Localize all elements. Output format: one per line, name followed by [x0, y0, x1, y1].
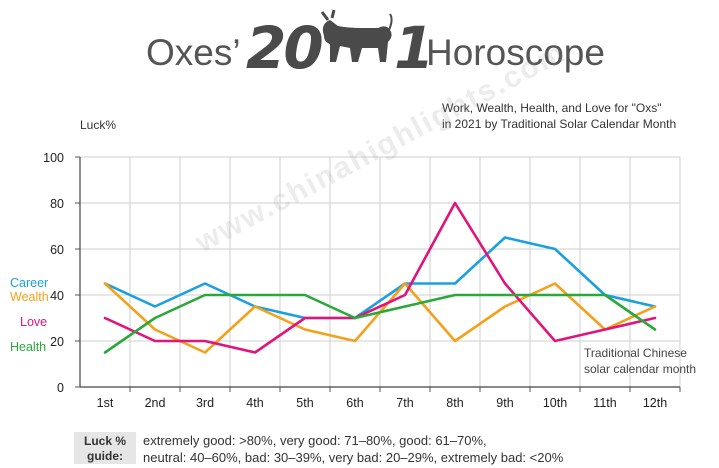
page-title: Oxes’ 20 1 Horoscope	[0, 0, 719, 90]
x-tick-label: 7th	[396, 396, 413, 410]
x-tick-label: 1st	[97, 396, 114, 410]
x-tick-label: 9th	[496, 396, 513, 410]
series-label-health: Health	[10, 340, 47, 354]
x-tick-label: 12th	[643, 396, 667, 410]
luck-guide-text: extremely good: >80%, very good: 71–80%,…	[143, 432, 563, 466]
series-line-love	[103, 201, 657, 354]
x-tick-label: 10th	[543, 396, 567, 410]
x-axis-note: Traditional Chinese solar calendar month	[584, 345, 696, 377]
x-tick-label: 2nd	[145, 396, 166, 410]
chart-subtitle: Work, Wealth, Health, and Love for "Oxs"…	[442, 100, 676, 132]
series-label-career: Career	[10, 276, 49, 290]
y-tick-label: 20	[50, 335, 64, 349]
series-label-wealth: Wealth	[10, 290, 49, 304]
chart-subtitle-line1: Work, Wealth, Health, and Love for "Oxs"	[442, 101, 662, 115]
luck-guide-label-line2: guide:	[87, 449, 123, 463]
luck-guide-line1: extremely good: >80%, very good: 71–80%,…	[143, 433, 487, 448]
ox-logo-icon	[320, 9, 393, 62]
title-right: Horoscope	[426, 32, 605, 73]
series-line-career	[103, 236, 657, 320]
x-tick-label: 4th	[246, 396, 263, 410]
x-tick-label: 8th	[446, 396, 463, 410]
x-tick-label: 5th	[296, 396, 313, 410]
x-tick-label: 6th	[346, 396, 363, 410]
title-left: Oxes’	[146, 32, 241, 73]
x-tick-label: 11th	[593, 396, 616, 410]
y-axis-label: Luck%	[80, 118, 117, 132]
luck-guide-line2: neutral: 40–60%, bad: 30–39%, very bad: …	[143, 450, 564, 465]
x-axis-note-line2: solar calendar month	[584, 362, 697, 376]
chart-subtitle-line2: in 2021 by Traditional Solar Calendar Mo…	[442, 117, 677, 131]
title-year-digits-a: 20	[246, 14, 324, 82]
luck-guide-label: Luck % guide:	[74, 432, 136, 464]
y-tick-label: 100	[43, 151, 64, 165]
y-tick-label: 40	[50, 289, 64, 303]
series-line-health	[103, 293, 657, 354]
title-year-digit-b: 1	[394, 14, 434, 82]
x-axis-note-line1: Traditional Chinese	[584, 346, 687, 360]
x-tick-label: 3rd	[196, 396, 214, 410]
luck-guide-label-line1: Luck %	[83, 434, 126, 448]
y-tick-label: 0	[57, 381, 64, 395]
y-tick-label: 60	[50, 243, 64, 257]
y-tick-label: 80	[50, 197, 64, 211]
series-label-love: Love	[20, 315, 48, 329]
